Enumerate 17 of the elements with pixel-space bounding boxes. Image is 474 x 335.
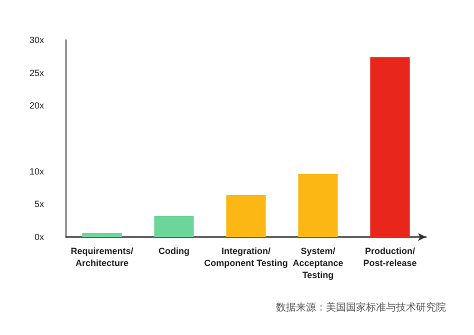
y-tick-label: 25x bbox=[29, 68, 44, 78]
y-tick-label: 5x bbox=[34, 199, 44, 210]
x-tick-label: Coding bbox=[158, 246, 190, 256]
bar bbox=[154, 216, 194, 237]
y-tick-label: 30x bbox=[29, 35, 44, 45]
y-tick-label: 0x bbox=[34, 232, 44, 242]
y-tick-label: 20x bbox=[29, 100, 44, 111]
y-tick-label: 10x bbox=[29, 166, 44, 176]
bar bbox=[298, 174, 338, 237]
source-note: 数据来源：美国国家标准与技术研究院 bbox=[276, 302, 446, 314]
x-tick-label: Production/ Post-release bbox=[363, 246, 417, 268]
bar bbox=[226, 194, 266, 237]
x-tick-label: System/ Acceptance Testing bbox=[292, 246, 344, 280]
bar bbox=[370, 57, 410, 237]
bar bbox=[82, 233, 122, 237]
x-tick-label: Integration/ Component Testing bbox=[204, 246, 288, 268]
x-tick-label: Requirements/ Architecture bbox=[70, 246, 134, 268]
